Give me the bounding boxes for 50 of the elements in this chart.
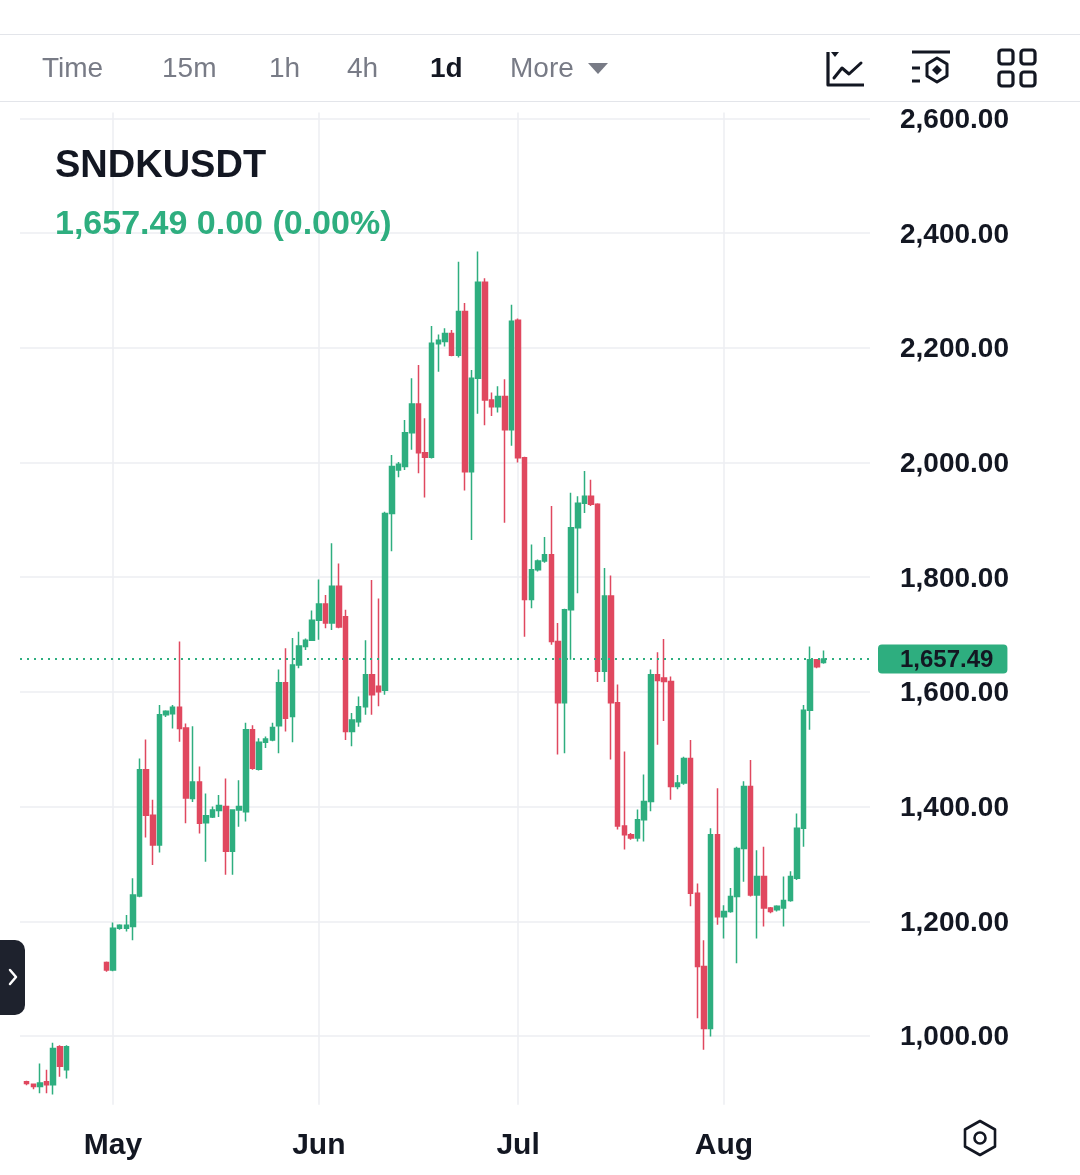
y-tick-label: 1,800.00	[900, 561, 1009, 593]
x-tick-label: Aug	[694, 1127, 754, 1161]
candlestick	[747, 759, 754, 898]
text: 1,657.49 0.00 (0.00%)	[55, 203, 392, 241]
candlestick	[30, 1082, 37, 1091]
ref-line-label: 1,657.49	[900, 645, 994, 673]
candlestick	[461, 302, 469, 492]
candlestick	[494, 385, 502, 414]
y-tick-label: 1,600.00	[900, 676, 1009, 708]
y-tick-label: 1,000.00	[900, 1020, 1009, 1052]
text: SNDKUSDT	[55, 143, 267, 185]
y-tick-label: 2,400.00	[900, 217, 1009, 249]
text: Time	[42, 51, 104, 85]
text: 4h	[347, 51, 379, 85]
text: More	[510, 51, 574, 85]
candlestick	[63, 1044, 70, 1080]
candlestick	[282, 647, 289, 733]
candlestick	[222, 777, 230, 876]
candlestick	[56, 1044, 64, 1078]
y-tick-label: 2,600.00	[900, 102, 1009, 134]
text: 15m	[162, 51, 217, 85]
candlestick	[687, 739, 694, 908]
y-tick-label: 2,000.00	[900, 446, 1009, 478]
y-tick-label: 1,400.00	[900, 791, 1009, 823]
text: 1h	[269, 51, 301, 85]
x-tick-label: May	[83, 1127, 143, 1161]
candlestick	[275, 668, 283, 754]
candlestick	[196, 765, 203, 835]
candlestick	[249, 724, 256, 771]
candlestick	[49, 1042, 57, 1096]
candlestick	[714, 787, 721, 926]
candlestick	[501, 378, 509, 524]
text: 1d	[430, 51, 463, 85]
candlestick	[508, 303, 515, 447]
candlestick	[455, 260, 462, 359]
x-tick-label: Jun	[292, 1127, 346, 1161]
candlestick	[328, 542, 336, 631]
candlestick	[448, 329, 455, 358]
x-tick-label: Jul	[496, 1127, 540, 1161]
candlestick	[322, 594, 329, 629]
candlestick	[753, 849, 761, 940]
candlestick	[428, 325, 435, 460]
y-tick-label: 2,200.00	[900, 332, 1009, 364]
y-tick-label: 1,200.00	[900, 905, 1009, 937]
candlestick	[103, 960, 110, 973]
candlestick	[707, 827, 714, 1038]
candlestick	[189, 725, 196, 803]
candlestick	[36, 1062, 44, 1095]
candlestick	[269, 722, 276, 742]
candlestick	[43, 1069, 50, 1095]
